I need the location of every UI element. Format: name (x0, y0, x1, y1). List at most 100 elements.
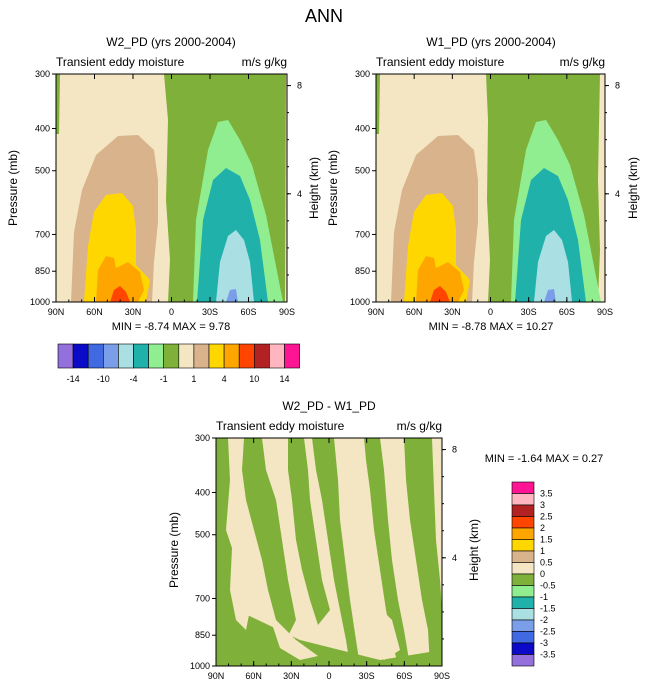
contour-band-pos-island-a (230, 548, 252, 630)
colorbar-label: -2 (540, 615, 548, 625)
colorbar-swatch (511, 596, 535, 609)
x-tick-label: 60N (406, 307, 423, 317)
colorbar-swatch (511, 539, 535, 552)
colorbar-swatch (511, 573, 535, 586)
y-axis-label: Pressure (mb) (6, 150, 20, 226)
panel-w1pd: W1_PD (yrs 2000-2004) Transient eddy moi… (326, 35, 640, 333)
min-max-label: MIN = -1.64 MAX = 0.27 (485, 453, 604, 465)
colorbar-swatch (284, 343, 300, 369)
colorbar-swatch (163, 343, 180, 369)
colorbar-swatch (87, 343, 104, 369)
x-tick-label: 60N (86, 307, 103, 317)
min-max-label: MIN = -8.78 MAX = 10.27 (429, 321, 554, 333)
colorbar-swatch (133, 343, 149, 369)
colorbar-swatch (511, 654, 535, 667)
colorbar-difference: 3.53 2.52 1.51 0.50 -0.5-1 -1.5-2 -2.5-3 -3.5 (511, 481, 556, 667)
x-tick-label: 90S (279, 307, 295, 317)
colorbar-swatch (511, 527, 535, 540)
colorbar-swatch (193, 343, 210, 369)
colorbar-swatch (511, 493, 535, 506)
colorbar-label: -0.5 (540, 581, 556, 591)
panel-title: W2_PD (yrs 2000-2004) (106, 35, 235, 49)
contour-band-neg0.5-b (288, 438, 330, 625)
colorbar-swatch (511, 516, 535, 529)
x-tick-label: 90S (597, 307, 613, 317)
colorbar-label: -1 (160, 374, 168, 384)
right-y-axis-label: Height (km) (307, 157, 321, 219)
colorbar-swatch (72, 343, 89, 369)
contour-field (56, 74, 287, 302)
y-tick-label: 850 (35, 266, 50, 276)
colorbar-swatch (511, 619, 535, 632)
contour-band-min (226, 289, 238, 302)
y-tick-label: 300 (355, 69, 370, 79)
colorbar-label: -14 (67, 374, 80, 384)
contour-band-neg1-edge (56, 74, 60, 134)
y-tick-label: 700 (355, 229, 370, 239)
x-tick-label: 90S (434, 671, 450, 681)
y-tick-label: 500 (195, 530, 210, 540)
colorbar-swatch (208, 343, 225, 369)
contour-field (216, 438, 442, 666)
x-tick-label: 90N (368, 307, 385, 317)
right-y-tick-label: 4 (452, 553, 457, 563)
contour-band-pos14 (110, 286, 130, 302)
y-tick-label: 1000 (350, 297, 370, 307)
x-tick-label: 30S (202, 307, 218, 317)
y-tick-label: 300 (35, 69, 50, 79)
x-tick-label: 30N (125, 307, 142, 317)
colorbar-swatch (118, 343, 134, 369)
colorbar-swatch (511, 481, 535, 494)
contour-band-neg0.5-a (242, 438, 296, 640)
colorbar-label: 4 (222, 374, 227, 384)
y-tick-label: 500 (355, 166, 370, 176)
contour-band-min (544, 289, 556, 302)
y-axis-label: Pressure (mb) (326, 150, 340, 226)
contour-band-pos10 (96, 256, 144, 302)
colorbar-swatch (511, 562, 535, 575)
x-tick-label: 60S (240, 307, 256, 317)
colorbar-label: -3 (540, 638, 548, 648)
contour-band-neg0.5-d (364, 438, 410, 666)
contour-field (376, 74, 605, 302)
colorbar-label: -3.5 (540, 650, 556, 660)
y-tick-label: 700 (35, 229, 50, 239)
colorbar-label: -1.5 (540, 604, 556, 614)
x-tick-label: 60N (245, 671, 262, 681)
right-y-axis-label: Height (km) (626, 157, 640, 219)
x-tick-label: 0 (326, 671, 331, 681)
colorbar-label: 0.5 (540, 558, 553, 568)
contour-band-pos-island-c (372, 600, 400, 660)
x-tick-label: 0 (169, 307, 174, 317)
colorbar-swatch (269, 343, 285, 369)
contour-band-edge (598, 74, 605, 302)
panel-difference: W2_PD - W1_PD Transient eddy moisture m/… (167, 399, 603, 681)
panel-left-label: Transient eddy moisture (216, 419, 345, 433)
x-tick-label: 30N (283, 671, 300, 681)
y-tick-label: 300 (195, 433, 210, 443)
x-tick-label: 30N (444, 307, 461, 317)
colorbar-swatch (57, 343, 74, 369)
contour-band-neg0.5-surface (216, 600, 442, 666)
y-tick-label: 1000 (30, 297, 50, 307)
y-tick-label: 850 (195, 630, 210, 640)
contour-band-neg0.5-e (404, 438, 442, 666)
panel-units-label: m/s g/kg (397, 419, 442, 433)
colorbar-label: -1 (540, 592, 548, 602)
contour-band-pos-island-b (268, 612, 318, 660)
panel-title: W1_PD (yrs 2000-2004) (426, 35, 555, 49)
colorbar-label: 1 (191, 374, 196, 384)
right-y-tick-label: 4 (297, 189, 302, 199)
y-tick-label: 400 (35, 123, 50, 133)
y-tick-label: 850 (355, 266, 370, 276)
x-tick-label: 90N (208, 671, 225, 681)
y-tick-label: 400 (195, 487, 210, 497)
x-tick-label: 60S (559, 307, 575, 317)
right-y-tick-label: 8 (615, 81, 620, 91)
colorbar-label: 0 (540, 569, 545, 579)
x-tick-label: 0 (488, 307, 493, 317)
colorbar-swatch (511, 631, 535, 644)
y-tick-label: 400 (355, 123, 370, 133)
